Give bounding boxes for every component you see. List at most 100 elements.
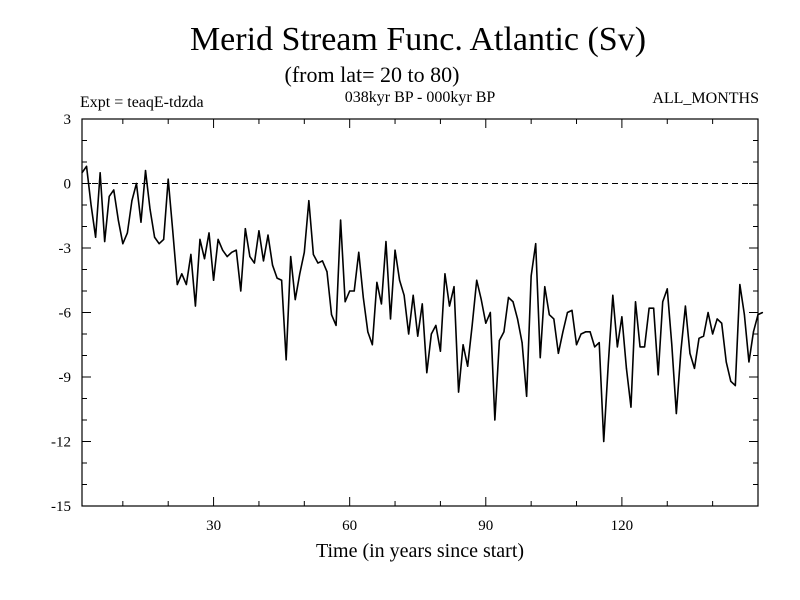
data-point bbox=[575, 344, 578, 346]
data-point bbox=[453, 286, 455, 288]
data-point bbox=[467, 365, 469, 367]
y-tick-label: 0 bbox=[64, 177, 72, 193]
data-point bbox=[231, 251, 233, 253]
y-tick-label: -15 bbox=[51, 499, 71, 515]
data-point bbox=[507, 296, 510, 299]
x-tick-label: 30 bbox=[206, 518, 221, 534]
data-point bbox=[734, 385, 736, 387]
experiment-label: Expt = teaqE-tdzda bbox=[80, 94, 204, 111]
data-point bbox=[281, 279, 283, 281]
data-point bbox=[412, 294, 414, 296]
data-point bbox=[671, 344, 673, 346]
data-point bbox=[625, 367, 628, 369]
data-point bbox=[276, 277, 278, 279]
data-point bbox=[743, 314, 745, 316]
data-point bbox=[462, 344, 464, 346]
data-point bbox=[380, 303, 383, 305]
y-tick-label: 3 bbox=[64, 112, 72, 128]
data-point bbox=[689, 352, 691, 354]
data-point bbox=[444, 273, 446, 275]
data-point bbox=[748, 361, 750, 363]
data-point bbox=[421, 303, 423, 305]
data-point bbox=[448, 305, 451, 307]
data-point bbox=[494, 419, 496, 421]
data-point bbox=[526, 395, 528, 397]
months-label: ALL_MONTHS bbox=[652, 90, 759, 107]
data-point bbox=[653, 307, 655, 309]
data-point bbox=[158, 243, 160, 245]
data-point bbox=[113, 189, 115, 191]
data-point bbox=[680, 350, 682, 352]
data-point bbox=[612, 294, 614, 296]
data-point bbox=[95, 236, 97, 238]
data-point bbox=[589, 331, 591, 333]
data-point bbox=[317, 262, 319, 264]
data-point bbox=[571, 309, 573, 311]
y-tick-label: -9 bbox=[59, 370, 72, 386]
data-point bbox=[580, 333, 582, 335]
data-point bbox=[208, 232, 210, 234]
data-point bbox=[126, 232, 128, 234]
data-points bbox=[81, 165, 764, 443]
data-point bbox=[90, 204, 92, 206]
data-point bbox=[294, 299, 296, 301]
data-point bbox=[172, 230, 174, 232]
data-point bbox=[498, 339, 500, 342]
data-point bbox=[144, 170, 147, 172]
data-point bbox=[149, 208, 151, 210]
data-point bbox=[457, 391, 460, 393]
plot-frame bbox=[81, 118, 759, 507]
data-point bbox=[594, 346, 596, 348]
data-point bbox=[194, 305, 197, 307]
data-point bbox=[326, 271, 328, 273]
data-point bbox=[435, 324, 437, 326]
data-point bbox=[539, 357, 541, 359]
data-point bbox=[616, 346, 618, 348]
data-point bbox=[544, 286, 546, 288]
data-point bbox=[430, 333, 432, 335]
data-point bbox=[512, 301, 514, 303]
x-tick-label: 60 bbox=[342, 518, 357, 534]
data-point bbox=[621, 316, 623, 318]
data-point bbox=[131, 200, 133, 202]
data-point bbox=[358, 251, 360, 253]
data-point bbox=[222, 249, 224, 251]
data-point bbox=[262, 260, 265, 262]
x-tick-labels: 30 60 90 120 bbox=[206, 518, 633, 534]
data-point bbox=[598, 342, 600, 344]
data-point bbox=[85, 165, 88, 167]
data-point bbox=[235, 249, 237, 251]
data-point bbox=[398, 279, 401, 281]
data-point bbox=[253, 262, 255, 264]
axis-ticks bbox=[82, 118, 759, 507]
y-tick-label: -12 bbox=[51, 435, 71, 451]
data-point bbox=[376, 281, 378, 283]
data-point bbox=[199, 238, 201, 240]
data-point bbox=[249, 256, 251, 258]
data-point bbox=[408, 333, 410, 335]
data-point bbox=[135, 182, 138, 185]
x-tick-label: 90 bbox=[478, 518, 493, 534]
data-point bbox=[516, 318, 519, 320]
data-point bbox=[312, 253, 314, 256]
data-point bbox=[761, 311, 764, 314]
chart-subtitle: (from lat= 20 to 80) bbox=[285, 62, 460, 87]
data-point bbox=[299, 273, 301, 275]
data-point bbox=[181, 273, 183, 275]
data-point bbox=[634, 301, 637, 303]
data-point bbox=[353, 290, 355, 292]
data-point bbox=[403, 294, 405, 296]
data-point bbox=[104, 240, 106, 243]
chart-title: Merid Stream Func. Atlantic (Sv) bbox=[190, 21, 646, 58]
data-point bbox=[344, 301, 346, 303]
data-point bbox=[698, 337, 700, 339]
period-label: 038kyr BP - 000kyr BP bbox=[345, 89, 496, 106]
y-tick-label: -6 bbox=[59, 306, 72, 322]
data-point bbox=[752, 331, 755, 333]
data-point bbox=[630, 406, 632, 408]
data-point bbox=[562, 331, 564, 333]
data-point bbox=[503, 331, 505, 333]
data-point bbox=[702, 335, 705, 337]
data-point bbox=[153, 236, 156, 238]
data-point bbox=[530, 275, 532, 277]
